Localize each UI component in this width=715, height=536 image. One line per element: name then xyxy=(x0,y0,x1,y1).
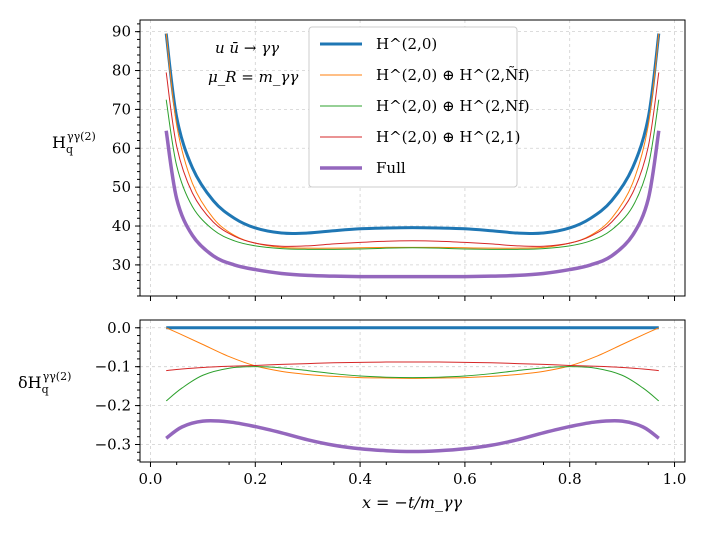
top-ytick-label: 50 xyxy=(112,178,131,196)
top-ytick-label: 30 xyxy=(112,256,131,274)
top-series-H20_Nf xyxy=(165,99,660,250)
bottom-ticks: 0.0 0.2 0.4 0.6 0.8 1.0 0.0 −0.1 −0.2 −0.3 xyxy=(95,319,687,488)
top-ticks: 30 40 50 60 70 80 90 xyxy=(112,23,676,301)
bottom-series-H20_Nf xyxy=(165,366,660,402)
bottom-ytick-label: −0.1 xyxy=(95,358,131,376)
legend: H^(2,0) H^(2,0) ⊕ H^(2,Ñf) H^(2,0) ⊕ H^(… xyxy=(308,26,530,188)
xtick-label: 1.0 xyxy=(663,470,687,488)
top-ytick-label: 70 xyxy=(112,100,131,118)
top-lines xyxy=(164,33,661,279)
xtick-label: 0.0 xyxy=(139,470,163,488)
bottom-ytick-label: 0.0 xyxy=(107,319,131,337)
xtick-label: 0.4 xyxy=(348,470,372,488)
top-series-H20 xyxy=(164,33,661,235)
scale-annotation: μ_R = m_γγ xyxy=(208,68,298,86)
bottom-ytick-label: −0.2 xyxy=(95,397,131,415)
legend-label-full: Full xyxy=(376,159,406,177)
bottom-frame xyxy=(139,319,686,463)
top-panel: 30 40 50 60 70 80 90 Hqγγ(2) u ū → γγ μ_R = m_… xyxy=(52,19,686,301)
xtick-label: 0.6 xyxy=(453,470,477,488)
bottom-ytick-label: −0.3 xyxy=(95,435,131,453)
process-annotation: u ū → γγ xyxy=(215,39,279,57)
legend-label-h20-nf-tilde: H^(2,0) ⊕ H^(2,Ñf) xyxy=(376,66,530,84)
bottom-grid xyxy=(140,320,685,462)
bottom-panel: 0.0 0.2 0.4 0.6 0.8 1.0 0.0 −0.1 −0.2 −0.3 δHqγγ(… xyxy=(18,319,686,512)
top-series-Full xyxy=(164,130,661,279)
bottom-ylabel-sub: q xyxy=(42,383,49,396)
top-ytick-label: 90 xyxy=(112,23,131,41)
top-ylabel: Hqγγ(2) xyxy=(52,130,96,156)
bottom-ylabel-main: δH xyxy=(18,373,42,392)
legend-label-h20: H^(2,0) xyxy=(376,35,437,53)
top-ytick-label: 80 xyxy=(112,62,131,80)
bottom-series-Full xyxy=(165,419,660,454)
bottom-series-H20_Nf_tilde xyxy=(165,327,660,379)
top-ytick-label: 60 xyxy=(112,139,131,157)
top-ylabel-main: H xyxy=(52,133,66,152)
top-frame xyxy=(139,19,686,297)
legend-box xyxy=(308,26,518,188)
xtick-label: 0.2 xyxy=(243,470,267,488)
xtick-label: 0.8 xyxy=(558,470,582,488)
bottom-lines xyxy=(165,326,660,454)
bottom-ylabel-sup: γγ(2) xyxy=(43,370,72,383)
top-ylabel-sub: q xyxy=(66,143,73,156)
bottom-series-H20_H21 xyxy=(166,361,659,372)
legend-label-h20-nf: H^(2,0) ⊕ H^(2,Nf) xyxy=(376,97,530,115)
top-ylabel-sup: γγ(2) xyxy=(67,130,96,143)
legend-label-h20-h21: H^(2,0) ⊕ H^(2,1) xyxy=(376,128,521,146)
top-series-H20_H21 xyxy=(165,72,660,247)
bottom-xlabel: x = −t/m_γγ xyxy=(362,493,463,512)
top-ytick-label: 40 xyxy=(112,217,131,235)
bottom-ylabel: δHqγγ(2) xyxy=(18,370,71,396)
